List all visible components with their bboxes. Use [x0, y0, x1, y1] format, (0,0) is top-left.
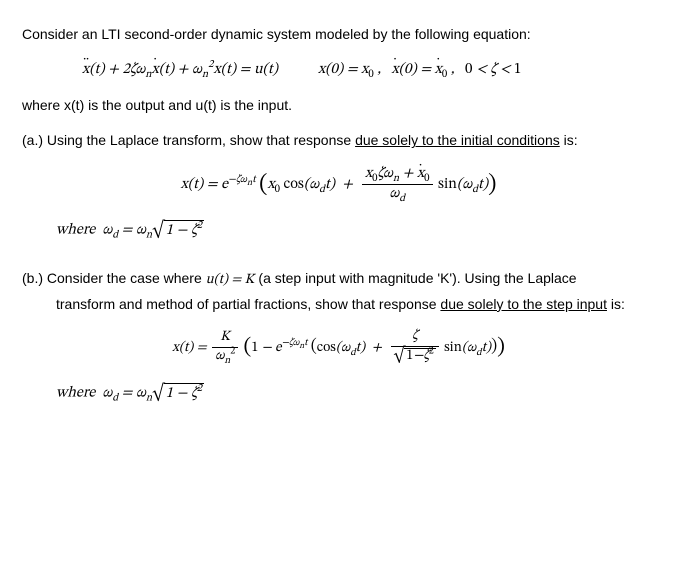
- ode-equation: x(t) + 2ζωnx(t) + ωn2x(t) = u(t): [82, 60, 278, 79]
- part-a-prompt: (a.) Using the Laplace transform, show t…: [22, 130, 655, 152]
- part-b-line1-lead: (b.) Consider the case where: [22, 270, 206, 286]
- part-a-tail: is:: [560, 132, 578, 148]
- problem-page: Consider an LTI second-order dynamic sys…: [0, 0, 677, 441]
- intro-paragraph: Consider an LTI second-order dynamic sys…: [22, 24, 655, 46]
- part-b-line2-tail: is:: [607, 296, 625, 312]
- part-b-prompt-line2: transform and method of partial fraction…: [56, 294, 655, 316]
- part-b-where-omega-d: where ωd = ωn1 − ζ2: [56, 383, 655, 403]
- part-b-line1-tail: (a step input with magnitude 'K'). Using…: [255, 270, 577, 286]
- io-definition: where x(t) is the output and u(t) is the…: [22, 95, 655, 117]
- main-equation-row: x(t) + 2ζωnx(t) + ωn2x(t) = u(t) x(0) = …: [82, 60, 655, 79]
- part-a-underlined: due solely to the initial conditions: [355, 132, 560, 148]
- part-b-underlined: due solely to the step input: [440, 296, 607, 312]
- part-b-line2-lead: transform and method of partial fraction…: [56, 296, 440, 312]
- part-b-prompt-line1: (b.) Consider the case where u(t) = K (a…: [22, 268, 655, 292]
- part-a-solution: x(t) = e−ζωnt (x0 cos(ωdt) + x0ζωn + x0 …: [22, 166, 655, 202]
- part-a-lead: (a.) Using the Laplace transform, show t…: [22, 132, 355, 148]
- part-b-solution: x(t) = K ωn2 (1 − e−ζωnt (cos(ωdt) + ζ 1…: [22, 329, 655, 365]
- initial-conditions: x(0) = x0 , x(0) = x0 , 0 < ζ < 1: [318, 60, 521, 79]
- part-a-where-omega-d: where ωd = ωn1 − ζ2: [56, 220, 655, 240]
